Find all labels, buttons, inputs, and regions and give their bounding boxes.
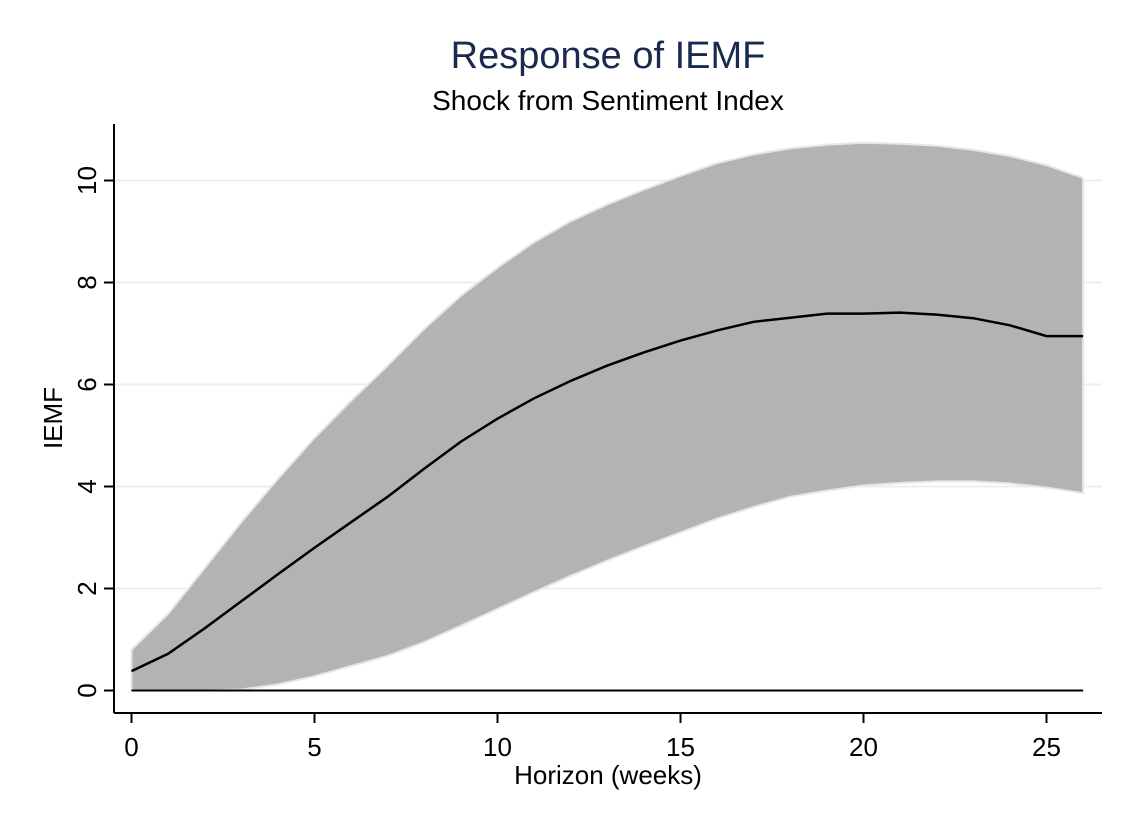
y-tick-label-10: 10 bbox=[72, 166, 102, 195]
confidence-band-layer bbox=[130, 141, 1085, 692]
chart-subtitle: Shock from Sentiment Index bbox=[432, 85, 784, 116]
chart-title: Response of IEMF bbox=[451, 35, 766, 77]
y-tick-label-8: 8 bbox=[72, 275, 102, 289]
x-tick-label-10: 10 bbox=[483, 732, 512, 762]
x-axis-label: Horizon (weeks) bbox=[514, 760, 702, 790]
y-axis-label: IEMF bbox=[38, 387, 68, 449]
y-tick-label-4: 4 bbox=[72, 479, 102, 493]
irf-line-layer bbox=[130, 311, 1084, 692]
x-tick-label-20: 20 bbox=[849, 732, 878, 762]
irf-line bbox=[130, 311, 1084, 673]
y-tick-label-2: 2 bbox=[72, 581, 102, 595]
y-tick-label-6: 6 bbox=[72, 377, 102, 391]
x-tick-label-5: 5 bbox=[307, 732, 321, 762]
x-tick-label-0: 0 bbox=[124, 732, 138, 762]
y-tick-label-0: 0 bbox=[72, 683, 102, 697]
x-tick-label-25: 25 bbox=[1032, 732, 1061, 762]
x-tick-label-15: 15 bbox=[666, 732, 695, 762]
axis-layer: 0 5 10 15 20 25 0 2 4 6 8 10 bbox=[72, 124, 1102, 762]
confidence-band bbox=[130, 141, 1085, 692]
